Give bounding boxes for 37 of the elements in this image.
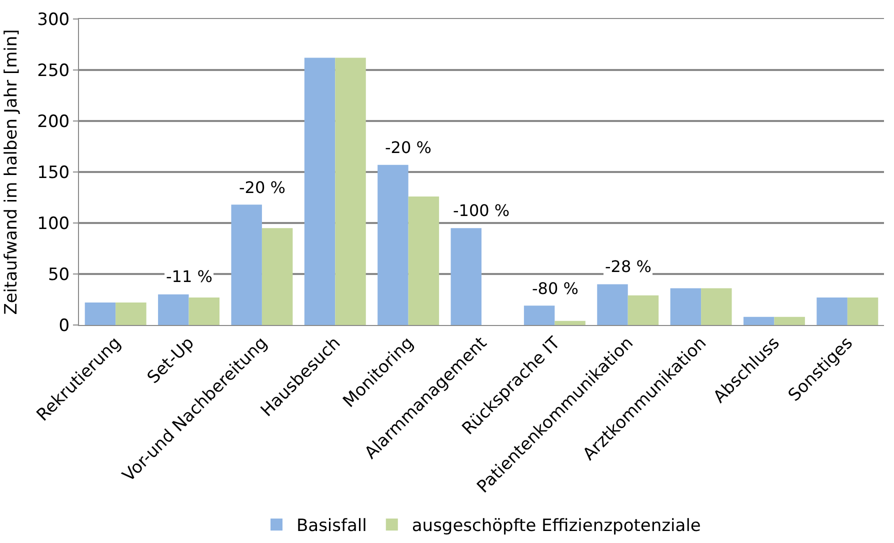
y-tick-label: 50	[48, 264, 70, 285]
y-tick-label: 0	[58, 316, 70, 336]
annotation: -80 %	[532, 279, 578, 298]
bar	[188, 297, 220, 325]
bar	[231, 204, 262, 325]
y-tick-label: 150	[37, 162, 70, 183]
bar	[670, 288, 702, 325]
y-tick-label: 250	[37, 60, 70, 81]
y-tick-label: 200	[37, 112, 70, 132]
bar	[335, 58, 366, 325]
y-tick-label: 100	[37, 214, 70, 234]
bar	[378, 164, 408, 325]
bar	[554, 320, 586, 325]
bar	[84, 302, 116, 325]
bar	[774, 316, 805, 325]
y-tick-label: 300	[37, 10, 70, 30]
annotation: -11 %	[166, 267, 212, 286]
bar	[304, 58, 336, 325]
bar	[701, 288, 732, 325]
annotation: -20 %	[385, 138, 432, 157]
bar	[524, 306, 555, 325]
legend-label: ausgeschöpfte Effizienzpotenziale	[412, 516, 701, 536]
y-axis-title: Zeitaufwand im halben Jahr [min]	[2, 29, 22, 315]
bar	[743, 316, 774, 325]
annotation: -20 %	[239, 178, 286, 197]
bar	[408, 196, 440, 325]
bar	[450, 228, 482, 325]
bar	[116, 302, 146, 325]
bar	[628, 295, 659, 325]
bar	[847, 297, 878, 325]
bar	[597, 284, 628, 325]
bar	[262, 228, 293, 325]
annotation: -100 %	[453, 201, 510, 220]
legend-label: Basisfall	[296, 516, 367, 536]
bar	[816, 297, 848, 325]
bar	[158, 294, 189, 325]
annotation: -28 %	[605, 257, 652, 276]
